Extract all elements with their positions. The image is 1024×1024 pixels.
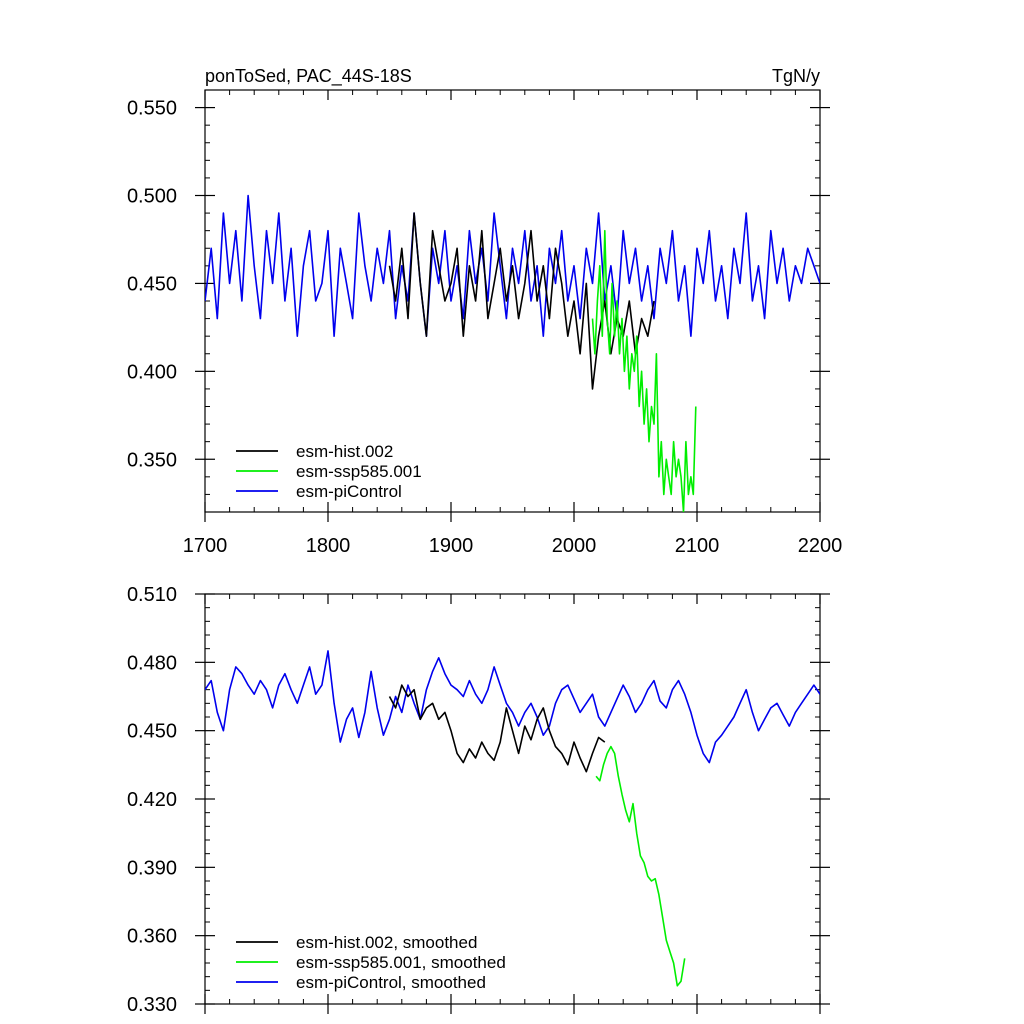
- y-tick-label: 0.330: [127, 994, 177, 1016]
- series-line-ctrl: [205, 650, 820, 764]
- chart-title: ponToSed, PAC_44S-18S: [205, 66, 412, 87]
- x-tick-label: 1700: [183, 535, 228, 557]
- top-panel: 1700 1800 1900 2000 2100 2200 0.350 0.400 0.450 0…: [127, 89, 843, 557]
- y-tick-label: 0.420: [127, 789, 177, 811]
- y-tick-label: 0.500: [127, 186, 177, 208]
- y-tick-label: 0.450: [127, 721, 177, 743]
- y-tick-label: 0.550: [127, 98, 177, 120]
- y-tick-label: 0.450: [127, 273, 177, 295]
- series-line-ctrl: [205, 194, 820, 338]
- series-line-ssp: [595, 745, 686, 987]
- bottom-panel: 0.330 0.360 0.390 0.420 0.450 0.480 0.510 esm-h…: [127, 584, 830, 1016]
- legend-label-ssp: esm-ssp585.001: [296, 462, 422, 481]
- y-tick-label: 0.510: [127, 584, 177, 606]
- legend-label-ctrl: esm-piControl: [296, 482, 402, 501]
- x-tick-label: 2200: [798, 535, 843, 557]
- x-tick-label: 1900: [429, 535, 474, 557]
- legend-label-hist: esm-hist.002, smoothed: [296, 933, 477, 952]
- legend-label-hist: esm-hist.002: [296, 442, 393, 461]
- units-label: TgN/y: [772, 66, 820, 86]
- y-tick-label: 0.390: [127, 857, 177, 879]
- series-line-ssp: [591, 229, 697, 512]
- y-tick-label: 0.350: [127, 449, 177, 471]
- x-tick-label: 2000: [552, 535, 597, 557]
- x-tick-label: 1800: [306, 535, 351, 557]
- y-tick-label: 0.480: [127, 652, 177, 674]
- y-tick-label: 0.360: [127, 926, 177, 948]
- series-line-hist: [388, 684, 606, 773]
- legend-label-ctrl: esm-piControl, smoothed: [296, 973, 486, 992]
- y-tick-label: 0.400: [127, 361, 177, 383]
- legend-label-ssp: esm-ssp585.001, smoothed: [296, 953, 506, 972]
- x-tick-label: 2100: [675, 535, 720, 557]
